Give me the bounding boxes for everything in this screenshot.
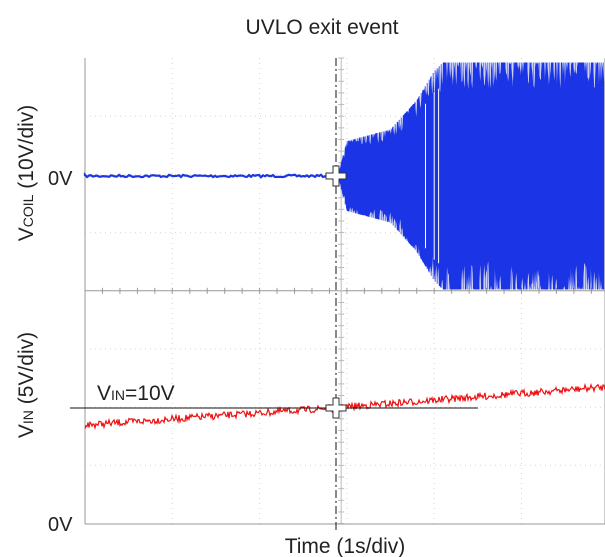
coil-cursor-marker [325, 165, 347, 187]
vcoil-zero-label: 0V [48, 168, 73, 190]
vcoil-axis-label: VCOIL (10V/div) [15, 105, 38, 242]
chart-title: UVLO exit event [246, 16, 399, 39]
vcoil-trace [83, 62, 605, 290]
vin-zero-label: 0V [48, 514, 73, 536]
threshold-label: VIN=10V [97, 382, 175, 405]
vin-cursor-marker [325, 397, 347, 419]
vin-axis-label: VIN (5V/div) [15, 332, 38, 438]
x-axis-label: Time (1s/div) [285, 535, 406, 557]
plot-frame [84, 58, 605, 525]
